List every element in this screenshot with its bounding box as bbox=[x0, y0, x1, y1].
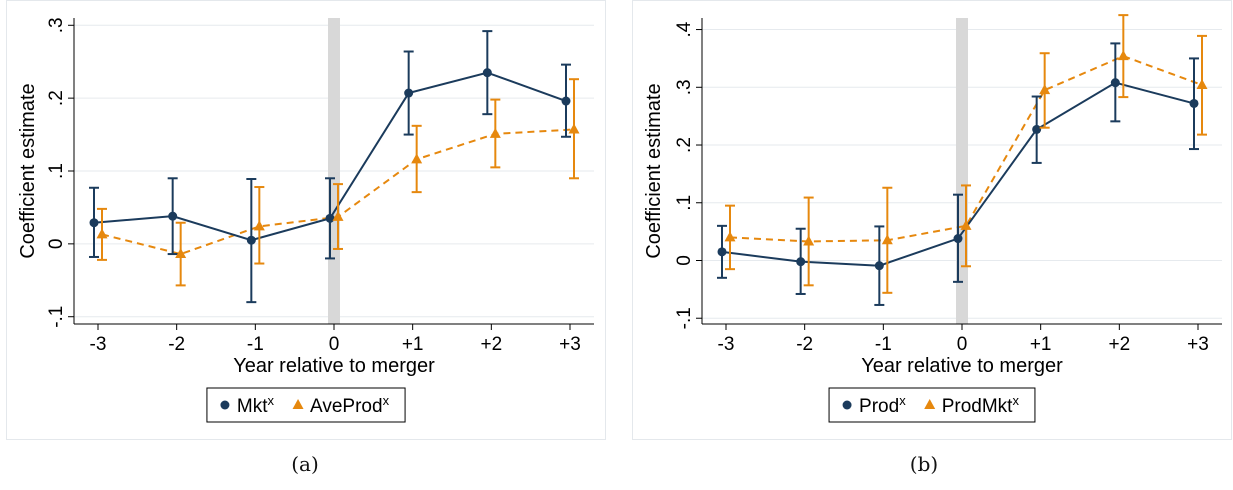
y-tick-label-5: -.1 bbox=[674, 307, 695, 329]
x-tick-label-1: -2 bbox=[168, 334, 185, 355]
point-ProdMkt-0 bbox=[724, 231, 736, 242]
x-tick-label-4: +1 bbox=[402, 334, 424, 355]
x-tick-label-0: -3 bbox=[718, 334, 735, 355]
legend-marker-AveProd bbox=[292, 399, 304, 409]
point-Mkt-3 bbox=[325, 213, 335, 223]
y-tick-label-4: -.1 bbox=[46, 306, 67, 328]
point-Prod-5 bbox=[1110, 78, 1120, 88]
point-ProdMkt-3 bbox=[960, 219, 972, 230]
legend-label-ProdMkt: ProdMktx bbox=[942, 393, 1020, 417]
x-tick-label-6: +3 bbox=[559, 334, 581, 355]
y-axis-title: Coefficient estimate bbox=[643, 83, 665, 258]
point-AveProd-6 bbox=[568, 123, 580, 134]
legend-box bbox=[828, 387, 1036, 423]
y-tick-label-0: .4 bbox=[674, 21, 695, 37]
point-Prod-3 bbox=[953, 234, 963, 244]
point-Prod-4 bbox=[1032, 124, 1042, 134]
legend: Prodx ProdMktx bbox=[828, 387, 1036, 423]
legend-box bbox=[206, 387, 406, 423]
point-AveProd-1 bbox=[175, 248, 187, 259]
x-tick-label-3: 0 bbox=[957, 334, 968, 355]
event-band bbox=[328, 18, 340, 324]
x-tick-label-6: +3 bbox=[1187, 334, 1209, 355]
point-AveProd-4 bbox=[411, 153, 423, 164]
point-Mkt-2 bbox=[246, 235, 256, 245]
legend-label-AveProd: AveProdx bbox=[310, 393, 390, 417]
legend-label-Prod: Prodx bbox=[859, 393, 906, 417]
point-Mkt-4 bbox=[404, 88, 414, 98]
point-Prod-1 bbox=[796, 257, 806, 267]
y-tick-label-3: 0 bbox=[46, 239, 67, 250]
point-AveProd-5 bbox=[489, 127, 501, 138]
x-tick-label-2: -1 bbox=[247, 334, 264, 355]
x-tick-label-4: +1 bbox=[1030, 334, 1052, 355]
panel-caption-a: (a) bbox=[291, 452, 319, 476]
x-tick-label-2: -1 bbox=[875, 334, 892, 355]
chart-panel-a: .3 .2 .1 0 -.1 -3 -2 -1 0 +1 +2 +3 Year relative to … bbox=[6, 0, 606, 440]
point-AveProd-2 bbox=[253, 220, 265, 231]
x-tick-label-3: 0 bbox=[329, 334, 340, 355]
chart-a-svg: .3 .2 .1 0 -.1 -3 -2 -1 0 +1 +2 +3 Year relative to … bbox=[6, 0, 606, 440]
point-ProdMkt-4 bbox=[1039, 84, 1051, 95]
y-tick-label-3: .1 bbox=[674, 195, 695, 211]
point-Mkt-0 bbox=[89, 218, 99, 228]
y-tick-label-0: .3 bbox=[46, 17, 67, 33]
legend-marker-Mkt bbox=[220, 400, 230, 410]
x-axis-title: Year relative to merger bbox=[233, 355, 435, 377]
y-tick-label-4: 0 bbox=[674, 255, 695, 266]
point-ProdMkt-1 bbox=[803, 235, 815, 246]
chart-panel-b: .4 .3 .2 .1 0 -.1 -3 -2 -1 0 +1 +2 +3 Year relative t… bbox=[632, 0, 1232, 440]
y-tick-label-1: .2 bbox=[46, 90, 67, 106]
point-Prod-6 bbox=[1189, 98, 1199, 108]
legend-marker-Prod bbox=[842, 400, 852, 410]
point-Prod-0 bbox=[717, 247, 727, 257]
point-Prod-2 bbox=[874, 261, 884, 271]
y-tick-label-1: .3 bbox=[674, 79, 695, 95]
x-tick-label-0: -3 bbox=[90, 334, 107, 355]
x-tick-label-5: +2 bbox=[480, 334, 502, 355]
legend: Mktx AveProdx bbox=[206, 387, 406, 423]
legend-label-Mkt: Mktx bbox=[237, 393, 275, 417]
x-axis-title: Year relative to merger bbox=[861, 355, 1063, 377]
chart-b-svg: .4 .3 .2 .1 0 -.1 -3 -2 -1 0 +1 +2 +3 Year relative t… bbox=[632, 0, 1232, 440]
y-tick-label-2: .2 bbox=[674, 137, 695, 153]
y-axis-title: Coefficient estimate bbox=[17, 83, 39, 258]
point-Mkt-1 bbox=[168, 211, 178, 221]
point-Mkt-6 bbox=[561, 96, 571, 106]
point-AveProd-3 bbox=[332, 210, 344, 221]
point-AveProd-0 bbox=[96, 228, 108, 239]
x-tick-label-1: -2 bbox=[796, 334, 813, 355]
legend-marker-ProdMkt bbox=[924, 399, 936, 409]
y-tick-label-2: .1 bbox=[46, 163, 67, 179]
x-tick-label-5: +2 bbox=[1108, 334, 1130, 355]
point-ProdMkt-6 bbox=[1196, 78, 1208, 89]
point-Mkt-5 bbox=[482, 68, 492, 78]
point-ProdMkt-5 bbox=[1117, 50, 1129, 61]
panel-caption-b: (b) bbox=[909, 452, 939, 476]
point-ProdMkt-2 bbox=[881, 234, 893, 245]
